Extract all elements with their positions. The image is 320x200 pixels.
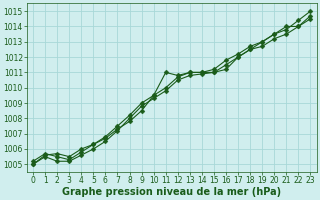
X-axis label: Graphe pression niveau de la mer (hPa): Graphe pression niveau de la mer (hPa)	[62, 187, 281, 197]
